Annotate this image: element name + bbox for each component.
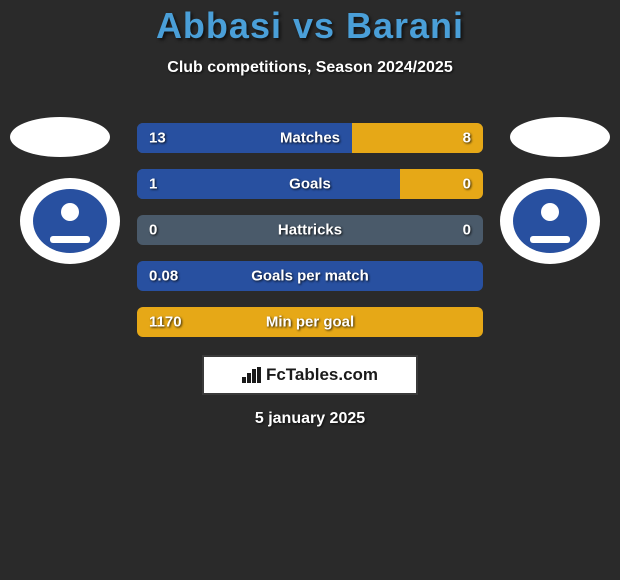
stat-value-right: 0 xyxy=(463,222,471,239)
stat-row: Goals per match 0.08 xyxy=(137,261,483,291)
brand-text: FcTables.com xyxy=(266,365,378,385)
stat-value-left: 0.08 xyxy=(149,268,178,285)
stat-row: Hattricks 0 0 xyxy=(137,215,483,245)
brand-badge: FcTables.com xyxy=(202,355,418,395)
comparison-subtitle: Club competitions, Season 2024/2025 xyxy=(0,59,620,77)
stat-value-left: 1170 xyxy=(149,314,182,331)
club-crest-icon xyxy=(513,189,587,253)
club-badge-left xyxy=(20,178,120,264)
comparison-title: Abbasi vs Barani xyxy=(0,0,620,47)
stat-value-left: 13 xyxy=(149,130,166,147)
stat-value-right: 0 xyxy=(463,176,471,193)
player-right-avatar xyxy=(510,117,610,157)
stat-left-fill xyxy=(137,169,400,199)
stat-label: Hattricks xyxy=(278,222,342,239)
stats-container: Matches 13 8 Goals 1 0 Hattricks 0 0 Goals per ma… xyxy=(137,123,483,353)
player-left-avatar xyxy=(10,117,110,157)
club-badge-right xyxy=(500,178,600,264)
bar-chart-icon xyxy=(242,367,262,383)
snapshot-date: 5 january 2025 xyxy=(255,410,365,428)
stat-label: Matches xyxy=(280,130,340,147)
stat-row: Min per goal 1170 xyxy=(137,307,483,337)
stat-label: Goals xyxy=(289,176,331,193)
stat-label: Min per goal xyxy=(266,314,354,331)
stat-label: Goals per match xyxy=(251,268,369,285)
club-crest-icon xyxy=(33,189,107,253)
stat-row: Matches 13 8 xyxy=(137,123,483,153)
stat-value-left: 1 xyxy=(149,176,157,193)
stat-value-right: 8 xyxy=(463,130,471,147)
stat-value-left: 0 xyxy=(149,222,157,239)
stat-row: Goals 1 0 xyxy=(137,169,483,199)
